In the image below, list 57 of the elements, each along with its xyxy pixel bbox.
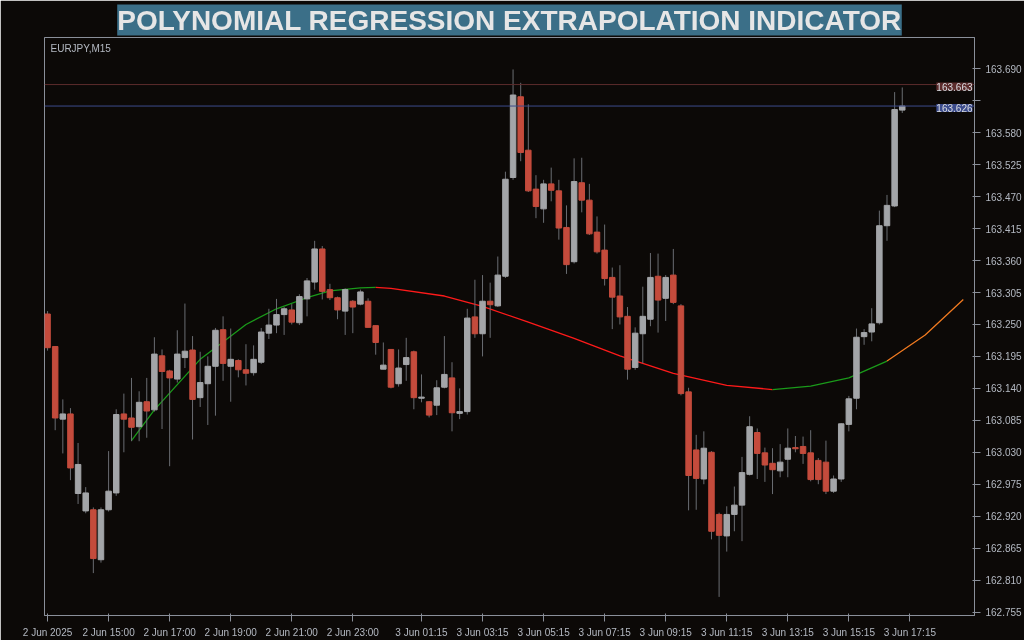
y-tick-label: 162.755 [985, 607, 1023, 619]
candlestick [59, 398, 67, 454]
candlestick [395, 348, 402, 388]
y-tick-label: 163.525 [985, 159, 1023, 171]
text: EURJPY,M15 [50, 42, 112, 54]
x-tick-label: 3 Jun 13:15 [761, 626, 815, 638]
candlestick [143, 377, 151, 439]
y-tick-label: 163.195 [985, 351, 1023, 363]
candlestick [418, 373, 425, 403]
x-tick-label: 3 Jun 17:15 [883, 626, 937, 638]
x-tick-label: 2 Jun 21:00 [265, 626, 319, 638]
x-tick-label: 2 Jun 19:00 [204, 626, 258, 638]
x-tick-label: 2 Jun 17:00 [143, 626, 197, 638]
x-tick-label: 2 Jun 15:00 [82, 626, 136, 638]
y-tick-label: 162.975 [985, 479, 1023, 491]
y-tick-label: 163.470 [985, 191, 1023, 203]
y-tick-label: 163.030 [985, 447, 1023, 459]
y-tick-label: 162.810 [985, 575, 1023, 587]
candlestick [486, 282, 494, 339]
ref-line-label: 163.626 [936, 103, 973, 115]
line-series [771, 360, 888, 391]
x-tick-label: 3 Jun 05:15 [517, 626, 571, 638]
x-tick-label: 2 Jun 2025 [22, 626, 73, 638]
x-tick-label: 3 Jun 07:15 [578, 626, 632, 638]
candlestick [776, 443, 784, 478]
y-tick-label: 163.580 [985, 127, 1023, 139]
candlestick [227, 328, 234, 403]
y-tick-label: 162.865 [985, 543, 1023, 555]
candlestick [349, 299, 357, 334]
candlestick [471, 279, 479, 339]
candlestick [547, 167, 555, 202]
chart-title: POLYNOMIAL REGRESSION EXTRAPOLATION INDICATOR [117, 4, 902, 36]
candlestick [288, 303, 295, 325]
y-tick-label: 163.690 [985, 63, 1023, 75]
candlestick [868, 307, 875, 342]
x-tick-label: 3 Jun 15:15 [822, 626, 876, 638]
x-tick-label: 3 Jun 09:15 [639, 626, 693, 638]
candlestick [380, 341, 387, 370]
candlestick [654, 253, 662, 334]
x-tick-label: 3 Jun 03:15 [456, 626, 510, 638]
candlestick [662, 274, 669, 322]
candlestick [402, 337, 410, 382]
x-tick-label: 3 Jun 01:15 [395, 626, 449, 638]
y-tick-label: 163.085 [985, 415, 1023, 427]
ref-line-label: 163.663 [936, 81, 973, 93]
candlestick [341, 287, 349, 336]
line-series [375, 286, 774, 391]
y-tick-label: 163.140 [985, 383, 1023, 395]
y-tick-label: 163.415 [985, 223, 1023, 235]
y-tick-label: 163.360 [985, 255, 1023, 267]
x-tick-label: 2 Jun 23:00 [326, 626, 380, 638]
y-tick-label: 163.305 [985, 287, 1023, 299]
candlestick [784, 427, 792, 478]
y-tick-label: 162.920 [985, 511, 1023, 523]
y-tick-label: 163.250 [985, 319, 1023, 331]
x-tick-label: 3 Jun 11:15 [700, 626, 753, 638]
candlestick [860, 328, 868, 346]
